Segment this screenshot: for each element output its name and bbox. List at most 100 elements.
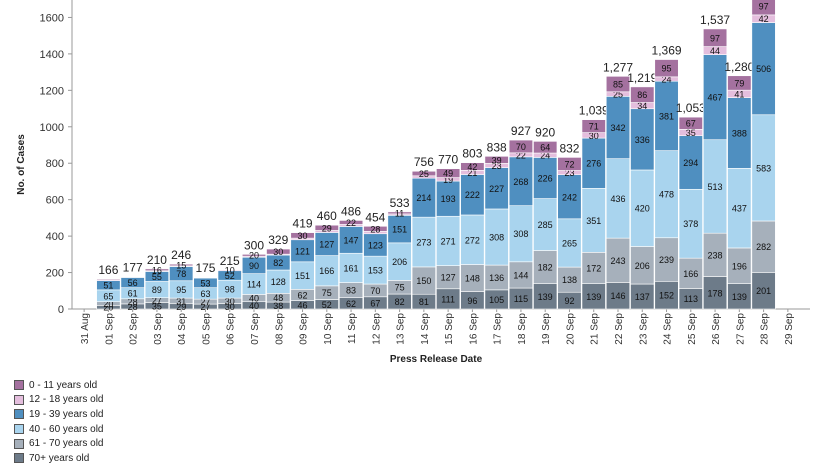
segment-label: 151 <box>295 271 310 281</box>
legend-label: 0 - 11 years old <box>29 380 97 391</box>
segment-label: 166 <box>319 266 334 276</box>
legend-swatch <box>14 409 24 419</box>
segment-label: 65 <box>103 291 113 301</box>
segment-label: 148 <box>465 274 480 284</box>
segment-label: 67 <box>370 298 380 308</box>
segment-label: 39 <box>492 155 502 165</box>
segment-label: 201 <box>756 286 771 296</box>
y-axis-title: No. of Cases <box>16 134 27 195</box>
segment-label: 308 <box>489 233 504 243</box>
total-label: 166 <box>98 263 118 277</box>
segment-label: 294 <box>683 158 698 168</box>
x-tick-label: 01 Sep <box>104 313 115 345</box>
segment-label: 265 <box>562 238 577 248</box>
total-label: 215 <box>220 254 240 268</box>
segment-label: 381 <box>659 111 674 121</box>
legend: 0 - 11 years old 12 - 18 years old 19 - … <box>14 378 104 466</box>
segment-label: 276 <box>586 159 601 169</box>
segment-label: 172 <box>586 264 601 274</box>
y-tick-label: 1600 <box>40 12 64 24</box>
legend-swatch <box>14 439 24 449</box>
segment-label: 97 <box>710 33 720 43</box>
total-label: 454 <box>365 210 385 224</box>
segment-label: 95 <box>662 64 672 74</box>
x-tick-label: 19 Sep <box>541 313 552 345</box>
x-axis-title: Press Release Date <box>390 354 483 365</box>
segment-label: 81 <box>419 297 429 307</box>
segment-label: 86 <box>637 90 647 100</box>
legend-item-70-plus: 70+ years old <box>14 451 104 466</box>
bar-segment <box>97 279 121 280</box>
segment-label: 42 <box>759 14 769 24</box>
total-label: 1,219 <box>627 71 657 85</box>
segment-label: 138 <box>562 275 577 285</box>
x-tick-label: 06 Sep <box>226 313 237 345</box>
legend-item-61-70: 61 - 70 years old <box>14 436 104 451</box>
segment-label: 214 <box>416 193 431 203</box>
total-label: 920 <box>535 125 555 139</box>
segment-label: 44 <box>710 46 720 56</box>
segment-label: 336 <box>635 135 650 145</box>
x-tick-label: 29 Sep <box>784 313 795 345</box>
legend-item-12-18: 12 - 18 years old <box>14 393 104 408</box>
segment-label: 123 <box>368 240 383 250</box>
x-tick-label: 04 Sep <box>177 313 188 345</box>
segment-label: 98 <box>225 285 235 295</box>
segment-label: 121 <box>295 246 310 256</box>
segment-label: 378 <box>683 219 698 229</box>
segment-label: 342 <box>610 123 625 133</box>
segment-label: 71 <box>589 122 599 132</box>
segment-label: 70 <box>370 286 380 296</box>
segment-label: 226 <box>538 173 553 183</box>
segment-label: 206 <box>635 261 650 271</box>
segment-label: 82 <box>395 297 405 307</box>
segment-label: 67 <box>686 119 696 129</box>
segment-label: 513 <box>708 182 723 192</box>
segment-label: 96 <box>467 296 477 306</box>
legend-item-19-39: 19 - 39 years old <box>14 407 104 422</box>
segment-label: 49 <box>443 169 453 179</box>
x-tick-label: 25 Sep <box>687 313 698 345</box>
total-label: 419 <box>293 217 313 231</box>
x-tick-label: 13 Sep <box>396 313 407 345</box>
segment-label: 206 <box>392 257 407 267</box>
legend-swatch <box>14 453 24 463</box>
x-tick-label: 23 Sep <box>638 313 649 345</box>
y-tick-label: 1200 <box>40 85 64 97</box>
y-tick-label: 0 <box>58 304 64 316</box>
x-tick-label: 27 Sep <box>735 313 746 345</box>
x-tick-label: 21 Sep <box>590 313 601 345</box>
segment-label: 78 <box>176 269 186 279</box>
segment-label: 139 <box>732 292 747 302</box>
y-tick-label: 1000 <box>40 122 64 134</box>
segment-label: 127 <box>319 240 334 250</box>
segment-label: 72 <box>564 159 574 169</box>
segment-label: 478 <box>659 190 674 200</box>
segment-label: 63 <box>200 289 210 299</box>
segment-label: 82 <box>273 258 283 268</box>
segment-label: 506 <box>756 64 771 74</box>
total-label: 210 <box>147 253 167 267</box>
x-tick-label: 14 Sep <box>420 313 431 345</box>
segment-label: 30 <box>273 247 283 257</box>
segment-label: 62 <box>346 299 356 309</box>
segment-label: 146 <box>610 291 625 301</box>
segment-label: 150 <box>416 276 431 286</box>
segment-label: 56 <box>128 278 138 288</box>
total-label: 1,053 <box>676 101 706 115</box>
y-tick-label: 600 <box>46 195 64 207</box>
segment-label: 583 <box>756 163 771 173</box>
total-label: 838 <box>487 140 507 154</box>
segment-label: 242 <box>562 192 577 202</box>
x-tick-label: 17 Sep <box>493 313 504 345</box>
segment-label: 351 <box>586 216 601 226</box>
segment-label: 111 <box>441 294 455 304</box>
total-label: 486 <box>341 204 361 218</box>
legend-label: 12 - 18 years old <box>29 394 104 405</box>
segment-label: 75 <box>322 288 332 298</box>
x-tick-label: 26 Sep <box>711 313 722 345</box>
segment-label: 268 <box>513 177 528 187</box>
legend-item-0-11: 0 - 11 years old <box>14 378 104 393</box>
